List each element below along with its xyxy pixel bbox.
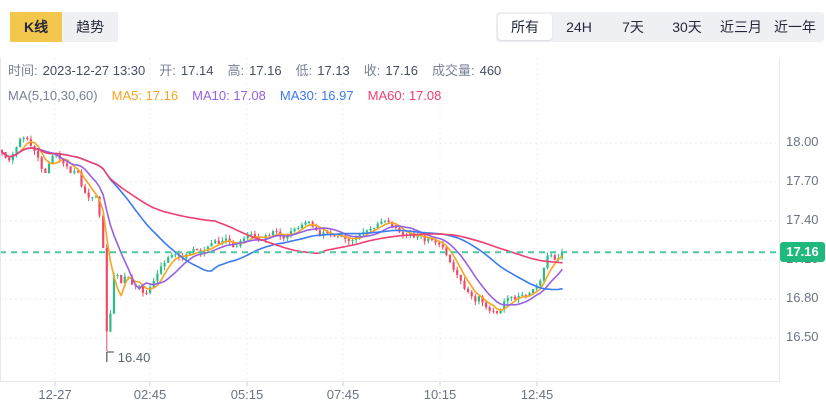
x-axis-label: 12-27 — [38, 387, 72, 402]
y-axis-label: 17.70 — [786, 173, 819, 188]
time-value: 2023-12-27 13:30 — [42, 63, 146, 78]
y-axis-label: 16.80 — [786, 290, 819, 305]
ohlc-row: 时间: 2023-12-27 13:30 开: 17.14 高: 17.16 低: 17… — [8, 62, 501, 80]
range-all[interactable]: 所有 — [498, 14, 552, 40]
range-7d[interactable]: 7天 — [606, 14, 660, 40]
x-axis-label: 02:45 — [133, 387, 167, 402]
y-axis-label: 17.40 — [786, 212, 819, 227]
range-1y[interactable]: 近一年 — [768, 14, 822, 40]
ohlc-info: 时间: 2023-12-27 13:30 开: 17.14 高: 17.16 低: 17… — [8, 62, 501, 112]
x-axis-label: 07:45 — [326, 387, 360, 402]
ma10-legend: MA10: 17.08 — [192, 88, 266, 103]
low-value: 17.13 — [317, 63, 350, 78]
ma30-legend: MA30: 16.97 — [279, 88, 354, 103]
x-axis-label: 05:15 — [230, 387, 264, 402]
high-label: 高: — [227, 63, 245, 78]
range-3m[interactable]: 近三月 — [714, 14, 768, 40]
open-value: 17.14 — [180, 63, 214, 78]
y-axis-label: 18.00 — [786, 134, 819, 149]
ma60-legend: MA60: 17.08 — [367, 88, 442, 103]
current-price-badge: 17.16 — [780, 242, 825, 263]
low-label: 低: — [295, 63, 313, 78]
low-annotation: 16.40 — [118, 350, 151, 365]
close-label: 收: — [363, 63, 381, 78]
volume-value: 460 — [479, 63, 502, 78]
y-axis-label: 16.50 — [786, 329, 819, 344]
x-axis-label: 12:45 — [520, 387, 554, 402]
x-axis-label: 10:15 — [423, 387, 457, 402]
chart-toolbar: K线 趋势 所有 24H 7天 30天 近三月 近一年 — [10, 12, 824, 42]
high-value: 17.16 — [249, 63, 282, 78]
open-label: 开: — [159, 63, 176, 78]
ma5-legend: MA5: 17.16 — [111, 88, 179, 103]
ma-legend-row: MA(5,10,30,60) MA5: 17.16 MA10: 17.08 MA… — [8, 87, 501, 105]
tab-kline[interactable]: K线 — [10, 12, 63, 42]
range-30d[interactable]: 30天 — [660, 14, 714, 40]
chart-type-tabs: K线 趋势 — [10, 12, 119, 42]
time-label: 时间: — [8, 63, 38, 78]
close-value: 17.16 — [385, 63, 418, 78]
tab-trend[interactable]: 趋势 — [62, 12, 119, 42]
range-selector: 所有 24H 7天 30天 近三月 近一年 — [496, 12, 824, 42]
volume-label: 成交量: — [431, 63, 475, 78]
ma-group-label: MA(5,10,30,60) — [8, 88, 98, 103]
range-24h[interactable]: 24H — [552, 14, 606, 40]
